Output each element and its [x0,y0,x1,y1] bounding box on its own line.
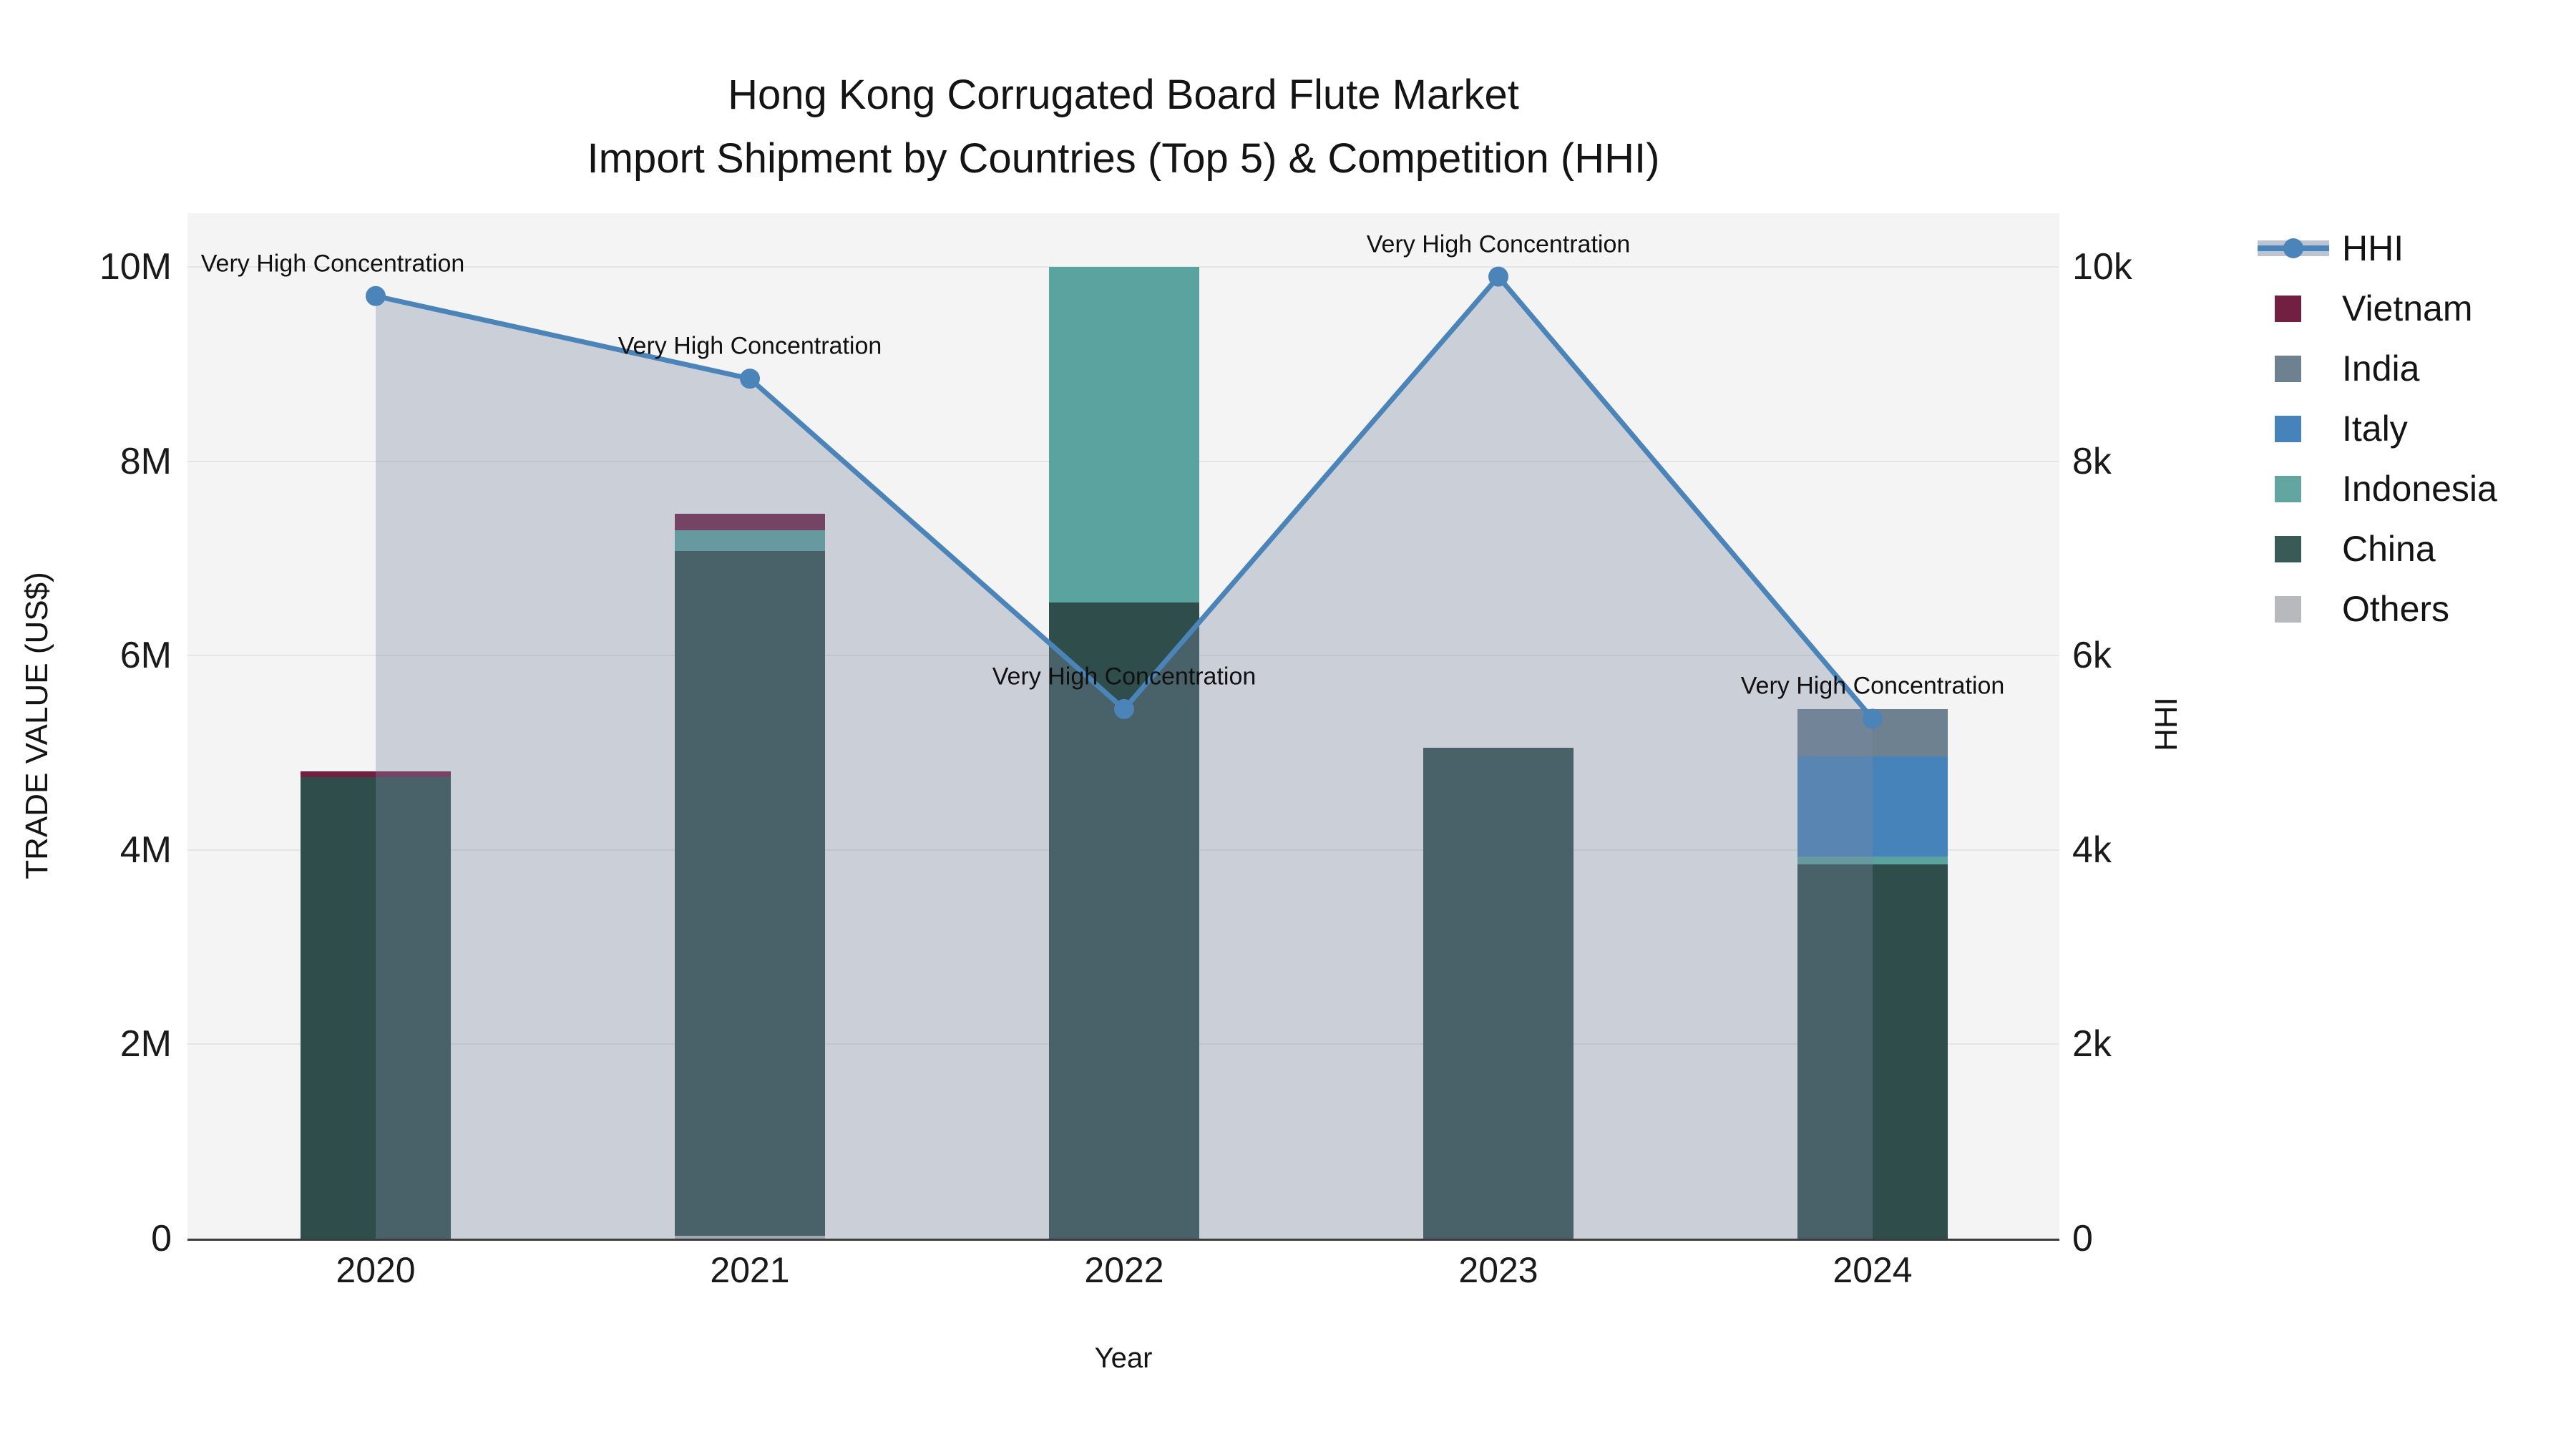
hhi-legend-glyph [2258,238,2329,258]
x-axis-title: Year [1094,1342,1153,1374]
legend-item-indonesia[interactable]: Indonesia [2258,459,2497,519]
legend-swatch-italy [2275,415,2301,442]
bar-segment-italy-2024[interactable] [1797,756,1948,857]
legend-glyph-cell [2258,355,2329,382]
legend-label-others: Others [2342,589,2450,629]
y-left-tick-4M: 4M [119,829,172,871]
legend-item-italy[interactable]: Italy [2258,399,2497,459]
legend-item-vietnam[interactable]: Vietnam [2258,278,2497,338]
x-axis-line [187,1239,2059,1241]
legend-item-hhi[interactable]: HHI [2258,218,2497,278]
hhi-marker-2024[interactable] [1863,708,1883,729]
legend-glyph-cell [2258,475,2329,502]
legend-label-hhi: HHI [2342,228,2404,268]
bar-segment-china-2024[interactable] [1797,864,1948,1239]
bar-segment-china-2023[interactable] [1423,748,1574,1239]
hhi-marker-2022[interactable] [1114,698,1134,719]
legend-label-italy: Italy [2342,409,2408,449]
hhi-marker-2023[interactable] [1488,266,1508,287]
x-tick-2024: 2024 [1833,1250,1913,1290]
annotation-2022: Very High Concentration [992,663,1257,691]
legend-label-india: India [2342,348,2420,389]
legend-label-indonesia: Indonesia [2342,469,2497,509]
annotation-2020: Very High Concentration [200,250,465,278]
bar-segment-indonesia-2024[interactable] [1797,857,1948,865]
bar-segment-vietnam-2021[interactable] [675,513,825,530]
legend-swatch-indonesia [2275,475,2301,502]
legend-swatch-vietnam [2275,295,2301,322]
bar-segment-indonesia-2021[interactable] [675,530,825,551]
legend-item-others[interactable]: Others [2258,579,2497,639]
x-tick-2023: 2023 [1458,1250,1538,1290]
hhi-marker-2020[interactable] [366,286,386,306]
annotation-2024: Very High Concentration [1740,672,2005,700]
legend-glyph-cell [2258,415,2329,442]
legend-label-vietnam: Vietnam [2342,288,2473,328]
hhi-marker-2021[interactable] [740,369,760,389]
legend-glyph-cell [2258,295,2329,322]
legend-swatch-india [2275,355,2301,382]
y-left-tick-8M: 8M [119,440,172,482]
legend-swatch-china [2275,535,2301,562]
legend-item-china[interactable]: China [2258,519,2497,579]
y-left-tick-6M: 6M [119,635,172,677]
legend-label-china: China [2342,529,2436,569]
chart-title-line2: Import Shipment by Countries (Top 5) & C… [587,135,1660,182]
y-right-tick-2k: 2k [2072,1023,2112,1065]
x-tick-2020: 2020 [336,1250,416,1290]
legend-item-india[interactable]: India [2258,338,2497,399]
x-tick-2022: 2022 [1084,1250,1164,1290]
y-right-tick-6k: 6k [2072,635,2112,677]
hhi-legend-marker [2283,238,2303,258]
y-right-tick-10k: 10k [2072,246,2132,288]
bar-segment-china-2020[interactable] [301,776,451,1239]
legend: HHI Vietnam India Italy Indonesia China Others [2258,218,2497,639]
y-right-tick-4k: 4k [2072,829,2112,871]
y-right-tick-8k: 8k [2072,440,2112,482]
y-left-axis-title: TRADE VALUE (US$) [19,572,54,879]
annotation-2023: Very High Concentration [1366,230,1631,258]
y-left-tick-10M: 10M [99,246,172,288]
bar-segment-vietnam-2020[interactable] [301,771,451,777]
legend-glyph-cell [2258,595,2329,623]
y-left-tick-0: 0 [151,1218,172,1259]
chart-title-line1: Hong Kong Corrugated Board Flute Market [728,72,1519,118]
bar-segment-china-2021[interactable] [675,550,825,1236]
bar-segment-indonesia-2022[interactable] [1049,267,1199,602]
legend-glyph-cell [2258,535,2329,562]
legend-glyph-cell [2258,238,2329,258]
bar-segment-others-2021[interactable] [675,1235,825,1239]
y-left-tick-2M: 2M [119,1023,172,1065]
hhi-area-fill [376,276,1873,1239]
y-right-axis-title: HHI [2149,697,2184,751]
annotation-2021: Very High Concentration [618,332,882,360]
legend-swatch-others [2275,595,2301,623]
y-right-tick-0: 0 [2072,1218,2093,1259]
x-tick-2021: 2021 [710,1250,790,1290]
